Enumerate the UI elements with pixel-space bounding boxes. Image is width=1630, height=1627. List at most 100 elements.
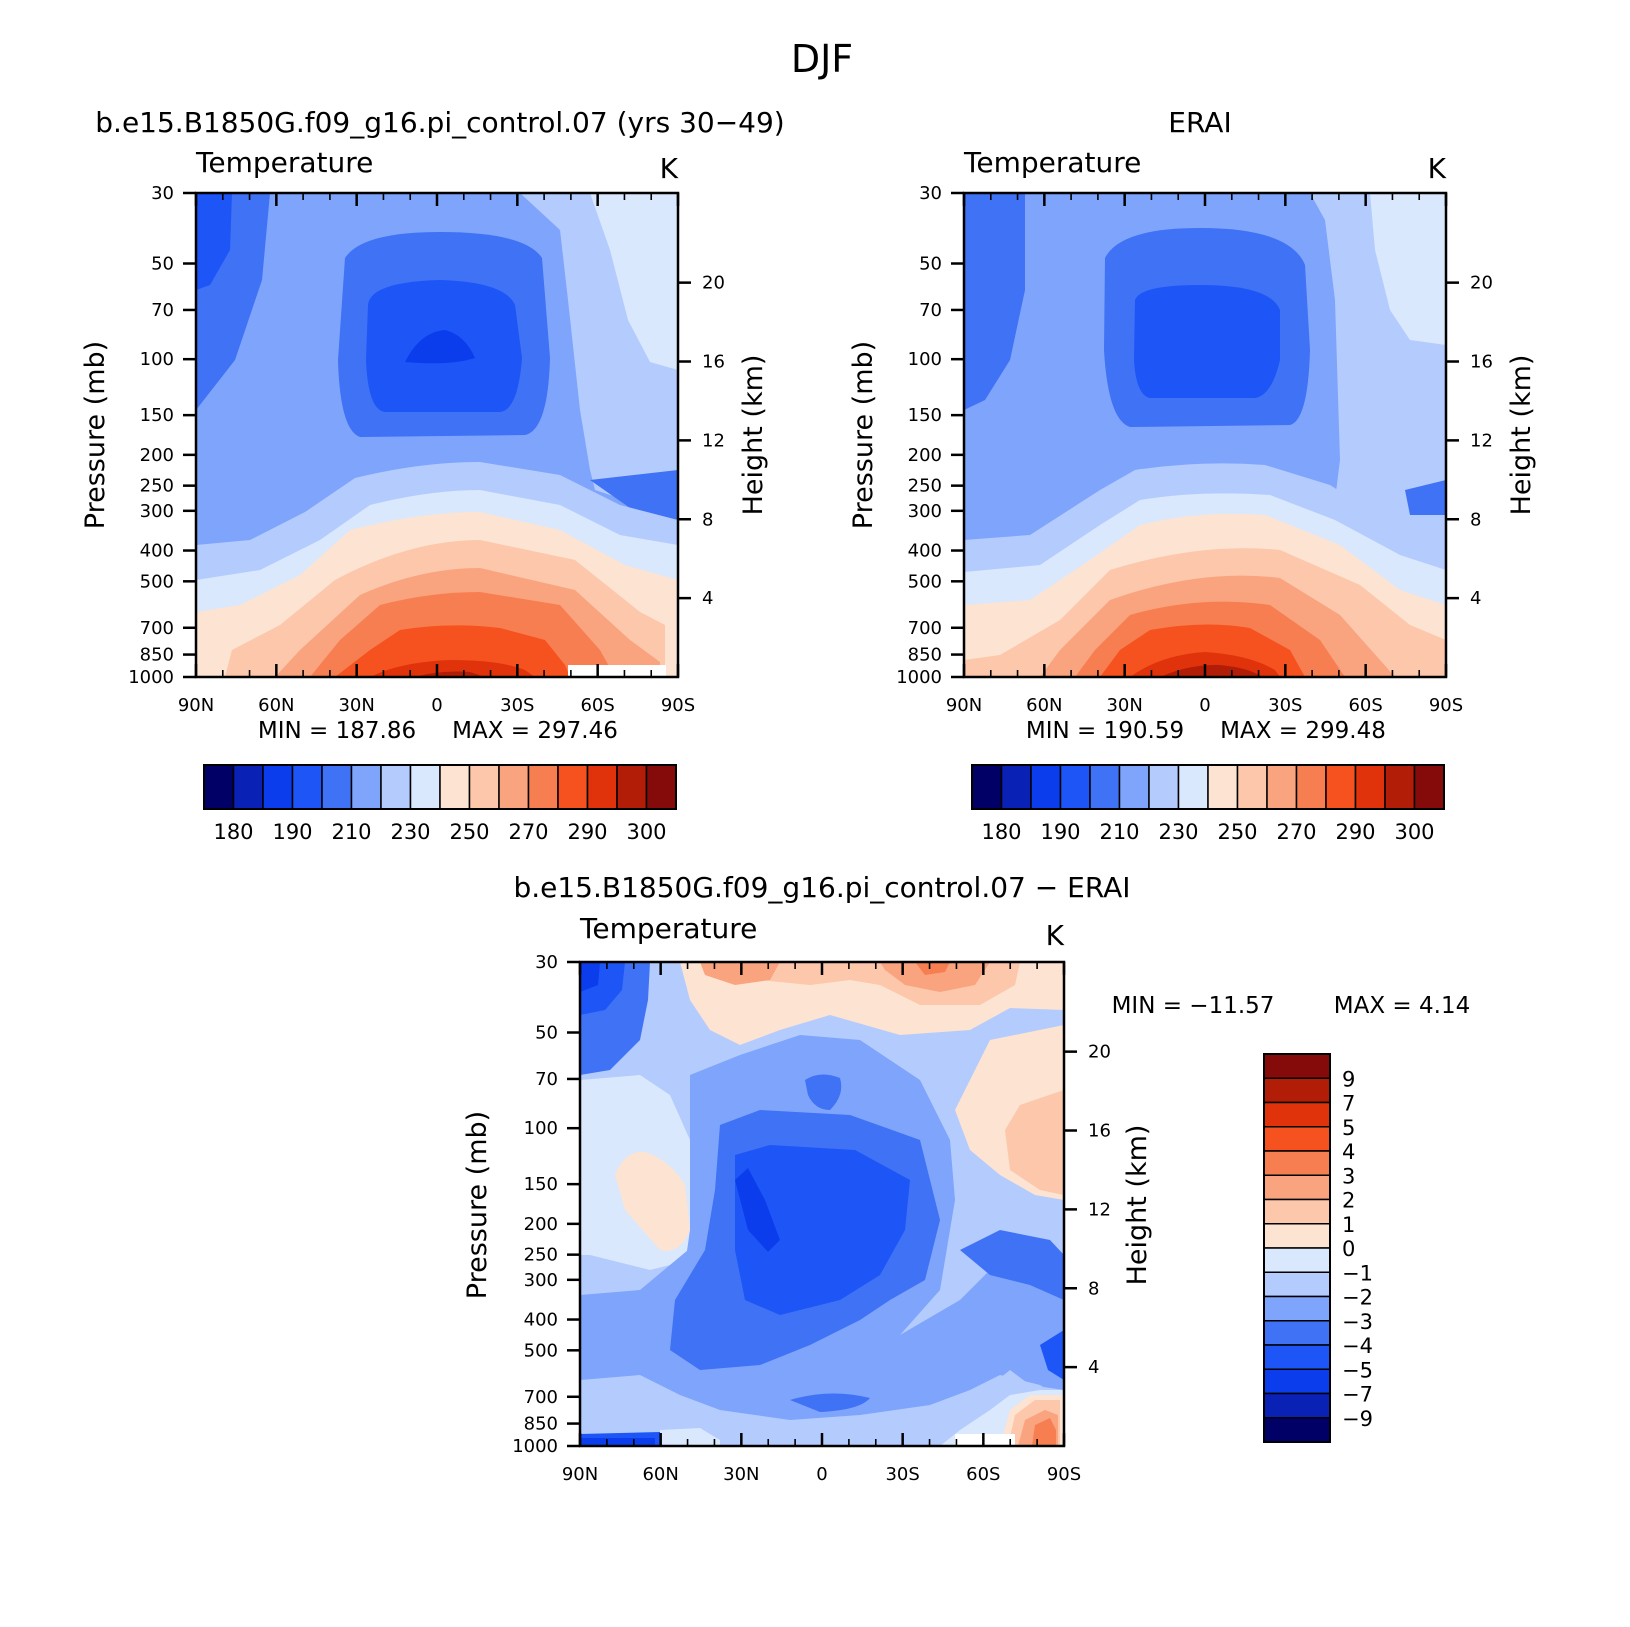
y-right-tick-label: 20 — [702, 273, 725, 294]
colorbar-swatch — [232, 764, 264, 810]
y-right-tick-label: 8 — [1470, 509, 1481, 530]
contour-fill-blue-south — [960, 1230, 1064, 1300]
x-tick-label: 30S — [500, 695, 534, 716]
x-tick-label: 0 — [816, 1464, 827, 1485]
y-tick-label: 1000 — [512, 1436, 558, 1457]
contour-fill-cream-west — [615, 1151, 690, 1251]
y-tick-label: 250 — [524, 1245, 558, 1266]
colorbar-label: 250 — [1217, 820, 1257, 844]
panel-model-field-label: Temperature — [195, 146, 373, 179]
contour-fill-darkred — [415, 671, 485, 677]
y-tick-label: 70 — [535, 1069, 558, 1090]
y-tick-label: 100 — [140, 349, 174, 370]
y-right-tick-label: 16 — [1088, 1121, 1111, 1142]
colorbar-label: 190 — [272, 820, 312, 844]
colorbar-swatch — [1236, 764, 1268, 810]
panel-difference-axes: 90N 60N 30N 0 30S 60S 90S 30 50 70 100 150 200 250 300… — [512, 952, 1111, 1485]
colorbar-swatch — [498, 764, 530, 810]
x-tick-label: 60N — [642, 1464, 678, 1485]
x-tick-label: 30S — [1268, 695, 1302, 716]
y-right-tick-label: 12 — [702, 430, 725, 451]
colorbar-label: 7 — [1342, 1092, 1355, 1116]
panel-difference-ylabel: Pressure (mb) — [462, 1111, 493, 1299]
colorbar-swatch — [1059, 764, 1091, 810]
colorbar-label: 0 — [1342, 1237, 1355, 1261]
colorbar-frame — [971, 764, 1445, 810]
colorbar-swatch — [1263, 1247, 1331, 1273]
x-tick-label: 90S — [1429, 695, 1463, 716]
panel-model-ylabel: Pressure (mb) — [80, 341, 111, 529]
y-tick-label: 700 — [524, 1387, 558, 1408]
colorbar-swatch — [1000, 764, 1032, 810]
y-right-tick-label: 16 — [1470, 352, 1493, 373]
colorbar-label: 230 — [390, 820, 430, 844]
contour-fill-blue-patch-low — [790, 1393, 870, 1412]
colorbar-swatch — [468, 764, 500, 810]
y-right-tick-label: 20 — [1088, 1042, 1111, 1063]
y-tick-label: 150 — [908, 405, 942, 426]
colorbar-label: 270 — [1276, 820, 1316, 844]
contour-fill-palest-top — [590, 193, 678, 370]
contour-fill-tropo-core — [1134, 285, 1280, 398]
y-right-tick-label: 12 — [1088, 1199, 1111, 1220]
colorbar-swatch — [1295, 764, 1327, 810]
colorbar-swatch — [616, 764, 648, 810]
colorbar-swatch — [1263, 1295, 1331, 1322]
y-right-tick-label: 4 — [1470, 588, 1481, 609]
colorbar-swatch — [1263, 1271, 1331, 1298]
panel-model-ylabel-right: Height (km) — [738, 355, 769, 516]
panel-erai-min: MIN = 190.59 — [1026, 718, 1184, 744]
figure-title: DJF — [791, 37, 853, 81]
colorbar-swatch — [1325, 764, 1357, 810]
colorbar-swatch — [557, 764, 589, 810]
colorbar-label: −2 — [1342, 1286, 1373, 1310]
panel-model-contour-field — [196, 193, 678, 677]
y-tick-label: 300 — [524, 1270, 558, 1291]
y-tick-label: 50 — [535, 1023, 558, 1044]
x-tick-label: 60N — [1026, 695, 1062, 716]
y-tick-label: 400 — [908, 541, 942, 562]
panel-difference-title: b.e15.B1850G.f09_g16.pi_control.07 − ERA… — [513, 871, 1130, 904]
colorbar-swatch — [1263, 1126, 1331, 1152]
x-tick-label: 90N — [562, 1464, 598, 1485]
colorbar-label: 290 — [567, 820, 607, 844]
colorbar-label: 230 — [1158, 820, 1198, 844]
panel-erai-units: K — [1428, 152, 1447, 185]
colorbar-swatch — [1263, 1101, 1331, 1128]
colorbar-swatch — [527, 764, 559, 810]
x-tick-label: 30S — [885, 1464, 919, 1485]
colorbar-label: 300 — [1394, 820, 1434, 844]
contour-fill-peach-east — [1005, 1090, 1064, 1195]
x-tick-label: 0 — [431, 695, 442, 716]
contour-fill-blue-patch-top — [805, 1074, 842, 1110]
colorbar-swatch — [971, 764, 1003, 810]
colorbar-label: −9 — [1342, 1407, 1373, 1431]
y-right-tick-label: 20 — [1470, 273, 1493, 294]
panel-erai-title: ERAI — [1168, 106, 1231, 139]
y-tick-label: 1000 — [128, 667, 174, 688]
colorbar-label: 9 — [1342, 1067, 1355, 1091]
y-tick-label: 500 — [908, 571, 942, 592]
colorbar-label: −1 — [1342, 1261, 1373, 1285]
colorbar-swatch — [1384, 764, 1416, 810]
panel-model-title: b.e15.B1850G.f09_g16.pi_control.07 (yrs … — [95, 106, 784, 139]
y-right-tick-label: 12 — [1470, 430, 1493, 451]
colorbar-label: 4 — [1342, 1140, 1355, 1164]
y-tick-label: 250 — [908, 476, 942, 497]
y-tick-label: 700 — [908, 618, 942, 639]
colorbar-swatch — [1263, 1150, 1331, 1176]
y-tick-label: 100 — [908, 349, 942, 370]
colorbar-label: −4 — [1342, 1334, 1373, 1358]
y-tick-label: 300 — [140, 501, 174, 522]
contour-fill-red — [370, 660, 535, 677]
y-tick-label: 400 — [140, 541, 174, 562]
y-right-tick-label: 4 — [1088, 1357, 1099, 1378]
x-tick-label: 60S — [966, 1464, 1000, 1485]
colorbar-swatch — [1263, 1344, 1331, 1370]
colorbar-frame — [1263, 1053, 1331, 1443]
colorbar-swatch — [1354, 764, 1386, 810]
y-tick-label: 500 — [524, 1340, 558, 1361]
colorbar-swatch — [1263, 1392, 1331, 1419]
